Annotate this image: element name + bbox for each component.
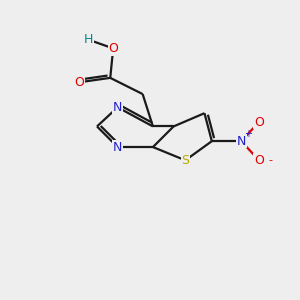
Text: H: H bbox=[83, 33, 93, 46]
Text: -: - bbox=[268, 155, 272, 165]
Text: N: N bbox=[113, 101, 122, 114]
Text: O: O bbox=[254, 116, 264, 128]
Text: N: N bbox=[237, 135, 246, 148]
Text: N: N bbox=[113, 141, 122, 154]
Text: O: O bbox=[254, 154, 264, 167]
Text: O: O bbox=[108, 42, 118, 55]
Text: +: + bbox=[244, 129, 252, 140]
Text: O: O bbox=[74, 76, 84, 89]
Text: S: S bbox=[181, 154, 189, 167]
